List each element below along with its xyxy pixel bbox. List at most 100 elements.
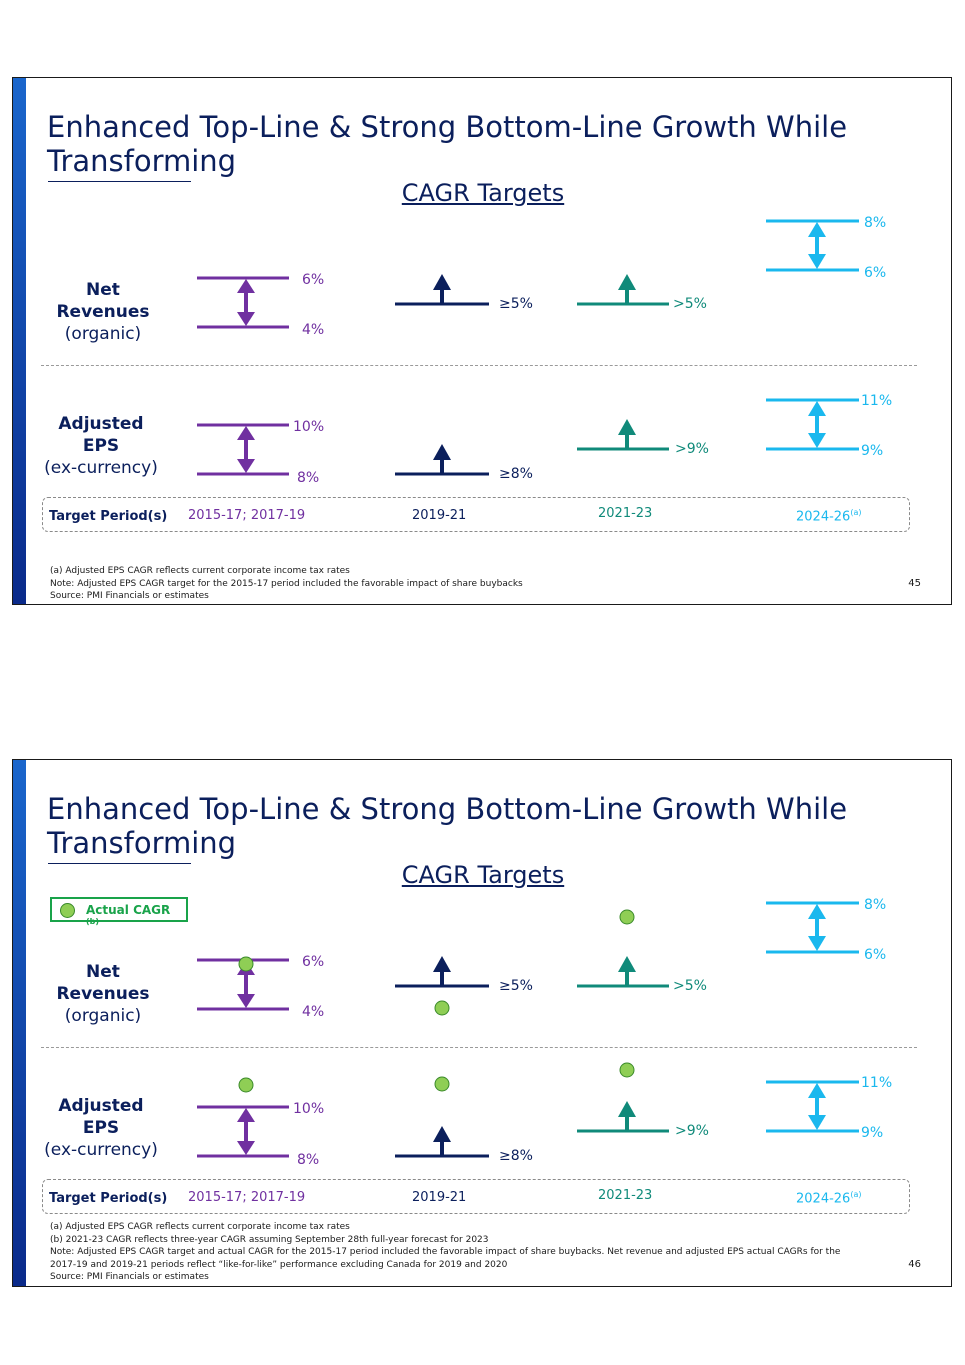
period-2024: 2024-26(a): [796, 508, 861, 524]
label-line: Revenues: [56, 984, 150, 1004]
period-2024-text: 2024-26: [796, 1191, 851, 1207]
row-divider: [41, 365, 917, 366]
eps-2024-low-label: 9%: [861, 443, 883, 459]
eps-2024-low-label: 9%: [861, 1125, 883, 1141]
adjusted-eps-label: Adjusted EPS (ex-currency): [21, 1095, 181, 1161]
footnote: Source: PMI Financials or estimates: [50, 1272, 209, 1282]
label-line: (ex-currency): [44, 1140, 158, 1160]
actual-cagr-dot-icon: [434, 1076, 450, 1092]
slide-title: Enhanced Top-Line & Strong Bottom-Line G…: [47, 110, 848, 178]
eps-2019-target: [395, 444, 489, 476]
eps-2021-target: [577, 1101, 669, 1133]
label-line: EPS: [82, 436, 120, 456]
nr-2021-target: [577, 956, 669, 988]
target-period-box: [42, 1179, 910, 1214]
footnote: Note: Adjusted EPS CAGR target and actua…: [50, 1247, 841, 1257]
actual-cagr-legend: Actual CAGR (b): [50, 897, 188, 926]
cagr-targets-actuals-graphic: 6% 4% ≥5% >5% 8% 6%: [197, 897, 892, 1168]
eps-2019-target: [395, 1126, 489, 1158]
eps-2015-high-label: 10%: [293, 419, 324, 435]
target-period-title: Target Period(s): [49, 509, 168, 524]
slide-46: Enhanced Top-Line & Strong Bottom-Line G…: [12, 759, 952, 1287]
nr-2021-label: >5%: [673, 978, 707, 994]
nr-2024-range: [766, 901, 859, 954]
target-period-title: Target Period(s): [49, 1191, 168, 1206]
eps-2024-range: [766, 398, 859, 451]
label-line: (organic): [64, 1006, 142, 1026]
nr-2015-low-label: 4%: [302, 1004, 324, 1020]
footnote: (a) Adjusted EPS CAGR reflects current c…: [50, 566, 350, 576]
net-revenues-label: Net Revenues (organic): [23, 961, 183, 1027]
period-2024: 2024-26(a): [796, 1190, 861, 1206]
eps-2021-target: [577, 419, 669, 451]
accent-bar: [13, 78, 26, 604]
accent-bar: [13, 760, 26, 1286]
nr-2015-range: [197, 276, 289, 329]
period-2015: 2015-17; 2017-19: [188, 508, 306, 523]
nr-2024-low-label: 6%: [864, 947, 886, 963]
net-revenues-label: Net Revenues (organic): [23, 279, 183, 345]
period-2024-sup: (a): [850, 508, 862, 517]
nr-2024-low-label: 6%: [864, 265, 886, 281]
nr-2024-high-label: 8%: [864, 897, 886, 913]
nr-2024-range: [766, 219, 859, 272]
nr-2019-target: [395, 274, 489, 306]
title-underline: [48, 863, 191, 864]
nr-2015-high-label: 6%: [302, 272, 324, 288]
actual-cagr-dot-icon: [238, 1077, 254, 1093]
label-line: (organic): [64, 324, 142, 344]
actual-cagr-dot-icon: [619, 1062, 635, 1078]
label-line: Net: [86, 280, 120, 300]
slide-45: Enhanced Top-Line & Strong Bottom-Line G…: [12, 77, 952, 605]
label-line: Adjusted: [58, 1096, 144, 1116]
row-divider: [41, 1047, 917, 1048]
period-2015: 2015-17; 2017-19: [188, 1190, 306, 1205]
slide-subtitle: CAGR Targets: [401, 861, 565, 889]
eps-2024-high-label: 11%: [861, 1075, 892, 1091]
slide-title: Enhanced Top-Line & Strong Bottom-Line G…: [47, 792, 848, 860]
footnotes: (a) Adjusted EPS CAGR reflects current c…: [50, 565, 870, 603]
footnote: (b) 2021-23 CAGR reflects three-year CAG…: [50, 1234, 489, 1245]
legend-label: Actual CAGR (b): [86, 903, 186, 932]
period-2019: 2019-21: [412, 1190, 467, 1205]
label-line: (ex-currency): [44, 458, 158, 478]
legend-sup: (b): [86, 917, 100, 926]
eps-2015-high-label: 10%: [293, 1101, 324, 1117]
label-line: Adjusted: [58, 414, 144, 434]
label-line: EPS: [82, 1118, 120, 1138]
footnote: (a) Adjusted EPS CAGR reflects current c…: [50, 1222, 350, 1232]
period-2021: 2021-23: [598, 1188, 653, 1203]
target-period-box: [42, 497, 910, 532]
label-line: Revenues: [56, 302, 150, 322]
period-2019: 2019-21: [412, 508, 467, 523]
footnote: Source: PMI Financials or estimates: [50, 591, 209, 601]
eps-2019-label: ≥8%: [499, 1148, 533, 1164]
nr-2015-high-label: 6%: [302, 954, 324, 970]
period-2021: 2021-23: [598, 506, 653, 521]
footnote: Note: Adjusted EPS CAGR target for the 2…: [50, 578, 523, 589]
eps-2024-high-label: 11%: [861, 393, 892, 409]
nr-2019-label: ≥5%: [499, 296, 533, 312]
eps-2021-label: >9%: [675, 1123, 709, 1139]
period-2024-text: 2024-26: [796, 509, 851, 525]
actual-cagr-dot-icon: [238, 956, 254, 972]
footnotes: (a) Adjusted EPS CAGR reflects current c…: [50, 1221, 870, 1284]
actual-cagr-dot-icon: [60, 903, 75, 918]
eps-2015-range: [197, 1105, 289, 1158]
page-number: 45: [908, 578, 921, 589]
footnote: 2017-19 and 2019-21 periods reflect “lik…: [50, 1259, 508, 1270]
title-underline: [48, 181, 191, 182]
eps-2024-range: [766, 1080, 859, 1133]
slide-subtitle: CAGR Targets: [401, 179, 565, 207]
page-number: 46: [908, 1259, 921, 1270]
eps-2015-low-label: 8%: [297, 1152, 319, 1168]
nr-2019-label: ≥5%: [499, 978, 533, 994]
eps-2015-range: [197, 423, 289, 476]
legend-text: Actual CAGR: [86, 903, 171, 917]
nr-2019-target: [395, 956, 489, 988]
label-line: Net: [86, 962, 120, 982]
adjusted-eps-label: Adjusted EPS (ex-currency): [21, 413, 181, 479]
eps-2015-low-label: 8%: [297, 470, 319, 486]
actual-cagr-dot-icon: [434, 1000, 450, 1016]
eps-2021-label: >9%: [675, 441, 709, 457]
